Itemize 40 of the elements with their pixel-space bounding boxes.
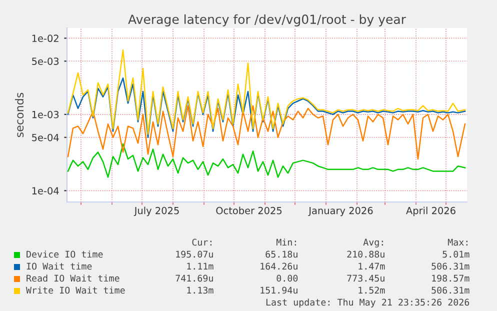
text: 773.45u [347, 274, 384, 282]
x-tick-label: January 2026 [308, 206, 373, 216]
y-tick-label: 1e-04 [32, 187, 59, 194]
y-axis-title: seconds [15, 92, 24, 138]
text: 506.31m [432, 262, 470, 270]
x-tick-label: July 2025 [134, 206, 179, 216]
text: Last update: Thu May 21 23:35:26 2026 [266, 298, 470, 308]
text: 1.52m [358, 286, 385, 294]
y-tick-label: 5e-03 [32, 58, 59, 65]
text: 1.47m [358, 262, 385, 270]
legend-label: Read IO Wait time [26, 274, 120, 282]
text: 1.13m [187, 286, 214, 294]
text: 198.57m [432, 274, 470, 282]
line-series [67, 77, 466, 138]
line-series [67, 105, 466, 160]
text: Max: [448, 238, 468, 246]
legend-label: IO Wait time [26, 262, 92, 270]
text: Min: [276, 238, 296, 246]
text: 0.00 [276, 274, 298, 282]
x-tick-label: October 2025 [216, 206, 282, 214]
text: 164.26u [260, 262, 298, 270]
legend-label: Device IO time [26, 250, 103, 258]
y-tick-label: 1e-02 [32, 34, 58, 42]
text: Cur: [192, 238, 212, 246]
text: 5.01m [442, 250, 470, 258]
y-tick-label: 5e-04 [32, 134, 59, 142]
text: 1.11m [187, 262, 214, 270]
legend-label: Write IO Wait time [26, 286, 125, 294]
line-series [67, 143, 466, 178]
text: 210.88u [347, 250, 384, 258]
chart-title: Average latency for /dev/vg01/root - by year [128, 14, 406, 26]
text: 506.31m [432, 286, 470, 294]
line-series [67, 49, 466, 135]
text: 151.94u [260, 286, 298, 294]
text: Avg: [363, 238, 383, 248]
text: 65.18u [266, 250, 298, 258]
x-tick-label: April 2026 [406, 206, 456, 216]
y-tick-label: 1e-03 [32, 110, 59, 118]
text: 741.69u [176, 274, 213, 282]
text: 195.07u [176, 250, 213, 258]
